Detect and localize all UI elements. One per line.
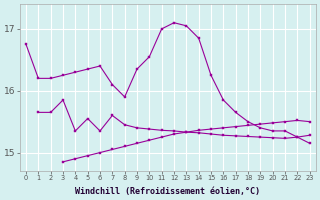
X-axis label: Windchill (Refroidissement éolien,°C): Windchill (Refroidissement éolien,°C) xyxy=(75,187,260,196)
